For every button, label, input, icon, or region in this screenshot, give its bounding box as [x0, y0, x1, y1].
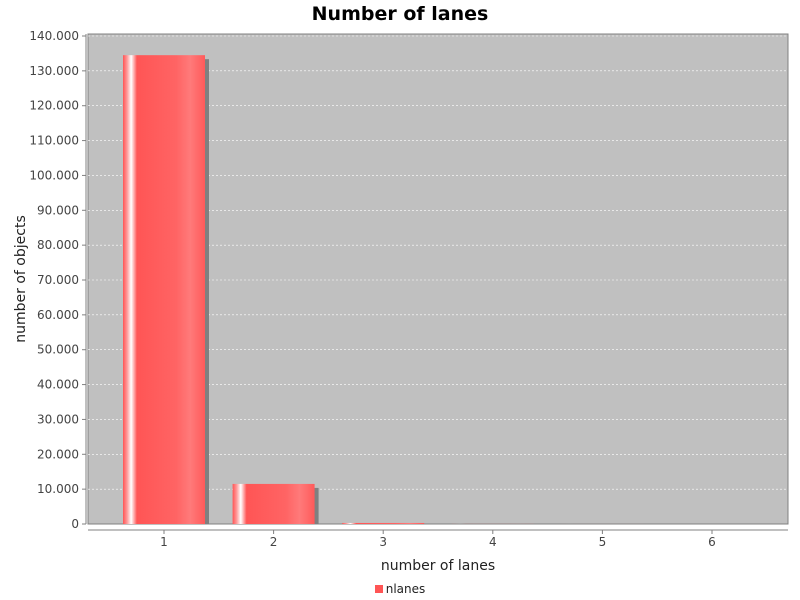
x-tick-label: 4: [489, 535, 497, 549]
bars: [123, 55, 753, 525]
x-axis-title: number of lanes: [381, 558, 495, 574]
y-tick-label: 20.000: [37, 447, 79, 461]
y-tick-label: 140.000: [29, 29, 79, 43]
bar: [232, 483, 315, 524]
y-tick-label: 10.000: [37, 482, 79, 496]
legend-label: nlanes: [385, 582, 426, 596]
y-axis-title: number of objects: [13, 215, 29, 342]
x-tick-label: 1: [160, 535, 168, 549]
y-tick-label: 40.000: [37, 378, 79, 392]
y-tick-label: 50.000: [37, 343, 79, 357]
y-tick-label: 60.000: [37, 308, 79, 322]
y-tick-label: 70.000: [37, 273, 79, 287]
x-tick-label: 2: [270, 535, 278, 549]
y-tick-label: 110.000: [29, 134, 79, 148]
x-tick-label: 6: [708, 535, 716, 549]
y-tick-label: 100.000: [29, 168, 79, 182]
y-tick-label: 90.000: [37, 203, 79, 217]
axes: 0 10.000 20.000 30.000 40.000 50.000 60.000 70.…: [29, 29, 788, 549]
chart-title: Number of lanes: [311, 3, 489, 25]
y-tick-label: 120.000: [29, 99, 79, 113]
legend-swatch: [374, 585, 383, 593]
x-tick-label: 5: [599, 535, 607, 549]
y-tick-label: 130.000: [29, 64, 79, 78]
y-tick-label: 80.000: [37, 238, 79, 252]
x-tick-label: 3: [379, 535, 387, 549]
legend: nlanes: [0, 582, 800, 596]
bar: [342, 522, 425, 524]
bar: [123, 55, 205, 525]
y-tick-label: 0: [71, 517, 79, 531]
y-tick-label: 30.000: [37, 412, 79, 426]
